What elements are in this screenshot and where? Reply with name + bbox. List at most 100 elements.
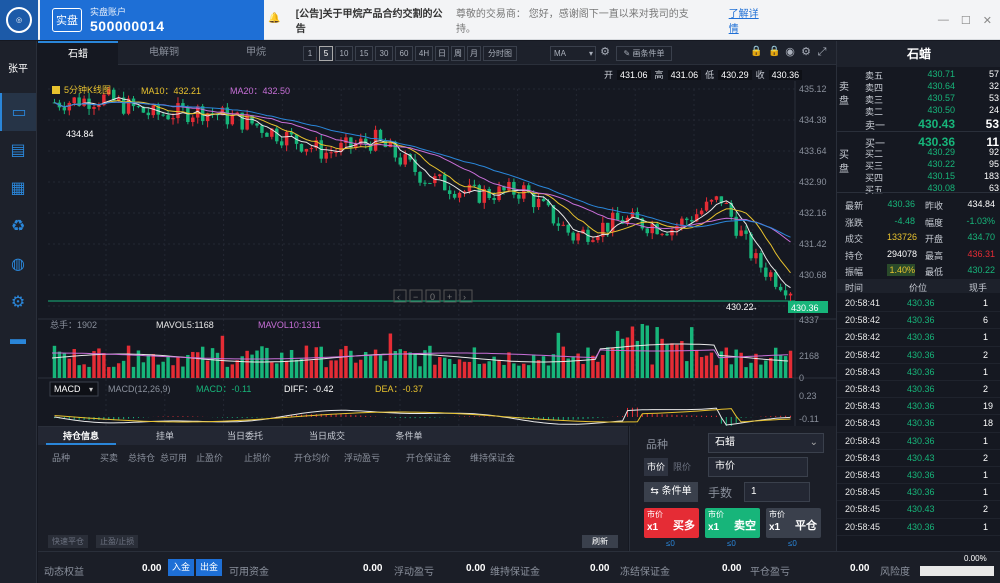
nav-calendar-icon[interactable]: ▦ [10, 180, 26, 197]
candle-body [438, 174, 442, 177]
period-button-6[interactable]: 4H [415, 46, 433, 61]
bid-name: 买二 [865, 149, 884, 159]
candle-body [126, 98, 131, 114]
period-button-0[interactable]: 1 [303, 46, 317, 61]
candle-body [260, 125, 264, 133]
zoom-right-button[interactable] [459, 289, 473, 303]
tab-orders[interactable]: 当日委托 [226, 431, 263, 441]
volume-bar [191, 351, 195, 378]
deposit-button[interactable]: 入金 [168, 559, 195, 576]
notice-title[interactable]: [公告]关于甲烷产品合约交割的公告 [295, 9, 443, 35]
tick-price: 430.36 [907, 366, 935, 377]
ask-row[interactable]: 卖五 430.71 57 [865, 69, 999, 81]
period-button-5[interactable]: 60 [395, 46, 413, 61]
bid-row[interactable]: 买二 430.29 92 [865, 147, 999, 159]
nav-trade-icon[interactable]: ▭ [0, 93, 36, 131]
sell-short-button[interactable]: 市价 x1 卖空 [705, 508, 760, 538]
col-avg-price: 开仓均价 [294, 453, 331, 463]
macd-select[interactable] [49, 381, 99, 397]
tab-pending[interactable]: 挂单 [155, 431, 174, 441]
volume-bar [344, 345, 348, 378]
limit-order-tab[interactable]: 限价 [672, 462, 691, 472]
chart-settings-icon[interactable]: ⚙ [801, 46, 811, 58]
volume-bar [265, 347, 269, 378]
legend-swatch [52, 86, 60, 94]
tab-trades[interactable]: 当日成交 [308, 431, 345, 441]
account-panel[interactable]: 实盘 实盘账户 500000014 [40, 0, 264, 40]
volume-bar [136, 350, 141, 378]
nav-card-icon[interactable]: ▬ [10, 331, 26, 348]
tp-sl-button[interactable]: 止盈/止损 [96, 535, 139, 548]
tab-positions[interactable]: 持仓信息 [46, 427, 116, 445]
buy-long-button[interactable]: 市价 x1 买多 [644, 508, 699, 538]
candle-body [690, 220, 694, 222]
ask-row[interactable]: 卖三 430.57 53 [865, 93, 999, 105]
volume-bar [250, 354, 254, 378]
low-value: 430.29 [718, 69, 752, 80]
ask-row[interactable]: 卖四 430.64 32 [865, 81, 999, 93]
volume-bar [77, 365, 81, 378]
refresh-button[interactable]: 刷新 [582, 535, 618, 548]
period-button-9[interactable]: 月 [467, 46, 481, 61]
candle-body [161, 114, 165, 116]
tick-price: 430.36 [907, 298, 935, 308]
tab-conditions[interactable]: 条件单 [395, 431, 423, 441]
volume-bar [744, 367, 748, 378]
candle-body [225, 107, 230, 125]
volume-bar [57, 351, 62, 378]
lock-alt-icon[interactable]: 🔒 [768, 46, 781, 57]
period-button-2[interactable]: 10 [335, 46, 353, 61]
bid-row[interactable]: 买四 430.15 183 [865, 171, 999, 183]
user-name[interactable]: 张平 [8, 63, 28, 75]
ask-row[interactable]: 卖一 430.43 53 [865, 117, 999, 132]
period-button-10[interactable]: 分时图 [483, 46, 517, 61]
candle-body [107, 89, 111, 95]
candle-body [418, 172, 422, 183]
tab-product-2[interactable]: 甲烷 [246, 47, 266, 58]
period-button-3[interactable]: 15 [355, 46, 373, 61]
indicator-settings-icon[interactable]: ⚙ [600, 46, 610, 58]
minimize-icon[interactable]: — [937, 14, 949, 26]
zoom-in-button[interactable] [443, 289, 457, 303]
nav-message-icon[interactable]: ◍ [11, 256, 25, 273]
market-order-tab[interactable]: 市价 [644, 458, 668, 476]
lock-icon[interactable]: 🔒 [750, 46, 763, 57]
fullscreen-icon[interactable]: ⤢ [817, 46, 827, 58]
qty-input[interactable]: 1 [744, 482, 810, 502]
draw-condition-button[interactable]: ✎ 画条件单 [616, 46, 672, 61]
nav-chart-icon[interactable]: ▤ [10, 142, 26, 159]
period-button-7[interactable]: 日 [435, 46, 449, 61]
bid-row[interactable]: 买三 430.22 95 [865, 159, 999, 171]
product-select[interactable]: 石蜡 ⌄ [708, 433, 824, 453]
candle-body [279, 141, 284, 146]
zoom-out-button[interactable] [409, 289, 423, 303]
indicator-select[interactable]: MA ▾ [550, 46, 596, 61]
period-button-1[interactable]: 5 [319, 46, 333, 61]
buy-label: 买多 [673, 520, 695, 532]
kline-chart[interactable]: 435.12 434.38 433.64 432.90 432.16 431.42 430.… [38, 81, 836, 426]
price-input[interactable]: 市价 [708, 457, 808, 477]
bid-row[interactable]: 买五 430.08 63 [865, 183, 999, 195]
nav-recycle-icon[interactable]: ♻ [10, 218, 26, 235]
period-button-4[interactable]: 30 [375, 46, 393, 61]
withdraw-button[interactable]: 出金 [196, 559, 223, 576]
tab-product-0[interactable]: 石蜡 [38, 41, 118, 65]
maximize-icon[interactable]: ☐ [960, 15, 971, 27]
bid-row[interactable]: 买一 430.36 11 [865, 135, 999, 150]
zoom-left-button[interactable] [393, 289, 407, 303]
tab-product-1[interactable]: 电解铜 [149, 47, 179, 58]
volume-bar [655, 327, 659, 378]
col-stop-loss: 止损价 [244, 453, 272, 463]
notice-more-link[interactable]: 了解详情 [728, 9, 759, 35]
period-button-8[interactable]: 周 [451, 46, 465, 61]
candle-body [512, 181, 516, 195]
nav-settings-icon[interactable]: ⚙ [10, 294, 26, 311]
camera-icon[interactable]: ◉ [785, 46, 795, 58]
volume-bar [210, 348, 215, 378]
close-icon[interactable]: ✕ [982, 15, 992, 27]
quick-close-button[interactable]: 快速平仓 [48, 535, 88, 548]
ask-row[interactable]: 卖二 430.50 24 [865, 105, 999, 117]
condition-order-button[interactable]: ⇆ 条件单 [644, 482, 698, 502]
candle-body [487, 189, 491, 199]
close-position-button[interactable]: 市价 x1 平仓 [766, 508, 821, 538]
